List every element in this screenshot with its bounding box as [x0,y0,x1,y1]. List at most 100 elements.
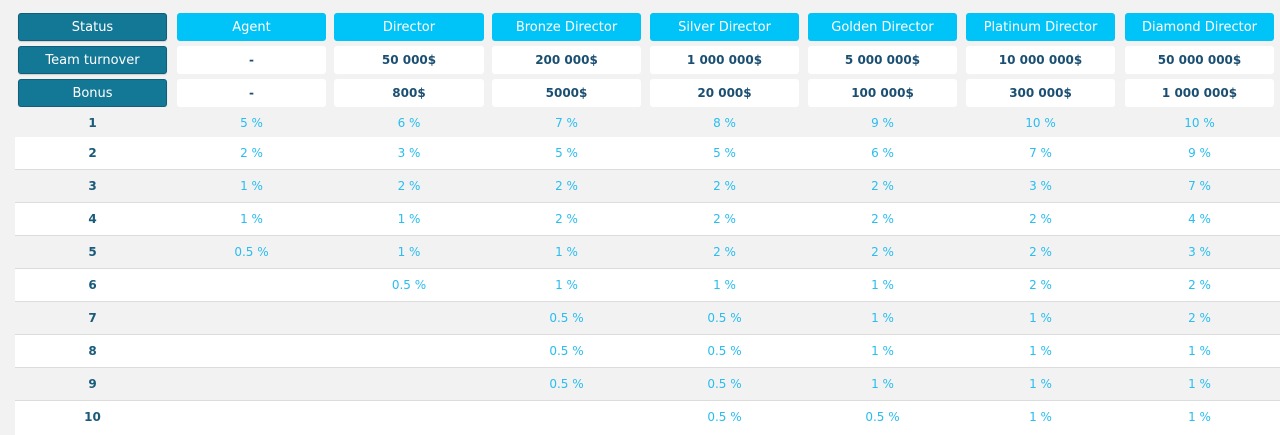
percent-cell: 2 % [1029,278,1052,292]
level-number: 1 [88,116,97,130]
percent-cell: 1 % [1188,377,1211,391]
percent-cell: 0.5 % [707,311,742,325]
percent-cell: 1 % [871,344,894,358]
percent-cell: 10 % [1184,116,1215,130]
table-row: 6 0.5 % 1 % 1 % 1 % 2 % 2 % [15,269,1280,302]
percent-cell: 1 % [555,278,578,292]
percent-cell [334,302,484,334]
percent-cell [177,269,326,301]
percent-cell: 1 % [1029,344,1052,358]
percent-cell: 0.5 % [549,311,584,325]
status-label: Status [18,13,167,41]
percent-cell: 2 % [713,179,736,193]
turnover-value: 10 000 000$ [966,46,1115,74]
percent-cell: 2 % [713,212,736,226]
percent-cell: 0.5 % [234,245,269,259]
table-row: 2 2 % 3 % 5 % 5 % 6 % 7 % 9 % [15,137,1280,170]
percent-cell: 1 % [1029,410,1052,424]
turnover-value: 5 000 000$ [808,46,957,74]
turnover-value: 50 000 000$ [1125,46,1274,74]
percent-cell: 9 % [871,116,894,130]
percent-cell [177,401,326,433]
percent-cell: 3 % [1029,179,1052,193]
turnover-value: 1 000 000$ [650,46,799,74]
percent-cell: 3 % [1188,245,1211,259]
bonus-label: Bonus [18,79,167,107]
bonus-value: 1 000 000$ [1125,79,1274,107]
percent-cell: 4 % [1188,212,1211,226]
level-number: 8 [88,344,97,358]
table-row: 5 0.5 % 1 % 1 % 2 % 2 % 2 % 3 % [15,236,1280,269]
bonus-value: 5000$ [492,79,641,107]
percent-cell: 8 % [713,116,736,130]
level-number: 4 [88,212,97,226]
percent-cell: 0.5 % [549,377,584,391]
percent-cell: 1 % [1029,377,1052,391]
level-number: 5 [88,245,97,259]
percent-cell: 7 % [555,116,578,130]
level-number: 3 [88,179,97,193]
percent-cell [334,401,484,433]
percent-cell [177,335,326,367]
percent-cell: 2 % [871,212,894,226]
percent-cell: 5 % [713,146,736,160]
percent-cell: 9 % [1188,146,1211,160]
percent-cell: 1 % [1029,311,1052,325]
percent-cell: 0.5 % [865,410,900,424]
percent-cell [177,368,326,400]
percent-cell: 0.5 % [391,278,427,292]
table-row: 4 1 % 1 % 2 % 2 % 2 % 2 % 4 % [15,203,1280,236]
percent-cell: 2 % [555,212,578,226]
level-number: 10 [84,410,101,424]
status-platinum-director: Platinum Director [966,13,1115,41]
status-agent: Agent [177,13,326,41]
percent-cell: 3 % [397,146,421,160]
table-row: 10 0.5 % 0.5 % 1 % 1 % [15,401,1280,435]
percent-cell: 5 % [555,146,578,160]
percent-cell: 2 % [1188,278,1211,292]
table-row: 1 5 % 6 % 7 % 8 % 9 % 10 % 10 % [15,107,1280,140]
table-row: 9 0.5 % 0.5 % 1 % 1 % 1 % [15,368,1280,401]
bonus-value: 20 000$ [650,79,799,107]
percent-cell: 0.5 % [707,377,742,391]
percent-cell: 1 % [397,212,421,226]
table-row: 8 0.5 % 0.5 % 1 % 1 % 1 % [15,335,1280,368]
percent-cell: 1 % [397,245,421,259]
turnover-label: Team turnover [18,46,167,74]
percent-cell: 2 % [871,179,894,193]
percent-cell: 0.5 % [707,410,742,424]
level-number: 9 [88,377,97,391]
bonus-value: 800$ [334,79,484,107]
percent-cell: 0.5 % [549,344,584,358]
percent-cell: 2 % [713,245,736,259]
status-diamond-director: Diamond Director [1125,13,1274,41]
percent-cell: 2 % [555,179,578,193]
bonus-value: 300 000$ [966,79,1115,107]
percent-cell: 1 % [871,377,894,391]
table-row: 7 0.5 % 0.5 % 1 % 1 % 2 % [15,302,1280,335]
percent-cell: 1 % [1188,410,1211,424]
percent-cell: 1 % [871,278,894,292]
level-number: 6 [88,278,97,292]
status-silver-director: Silver Director [650,13,799,41]
level-number: 2 [88,146,97,160]
percent-cell: 6 % [871,146,894,160]
percent-cell [177,302,326,334]
percent-cell: 5 % [240,116,263,130]
turnover-value: 200 000$ [492,46,641,74]
status-bronze-director: Bronze Director [492,13,641,41]
bonus-row: Bonus - 800$ 5000$ 20 000$ 100 000$ 300 … [0,79,1280,109]
percent-cell: 1 % [240,212,263,226]
turnover-row: Team turnover - 50 000$ 200 000$ 1 000 0… [0,46,1280,76]
percent-cell: 7 % [1188,179,1211,193]
status-director: Director [334,13,484,41]
turnover-value: 50 000$ [334,46,484,74]
percent-cell: 2 % [1029,245,1052,259]
status-golden-director: Golden Director [808,13,957,41]
percent-cell: 2 % [871,245,894,259]
percent-cell: 1 % [713,278,736,292]
percent-cell: 7 % [1029,146,1052,160]
percent-cell: 2 % [1188,311,1211,325]
percent-cell [334,335,484,367]
